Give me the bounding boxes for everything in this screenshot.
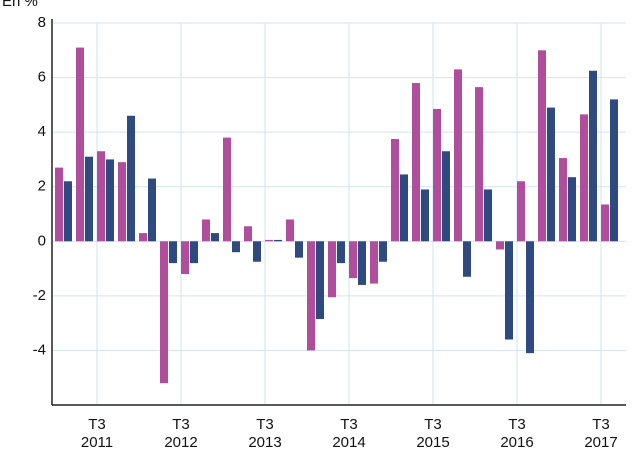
bar xyxy=(454,69,462,242)
y-axis-label: En % xyxy=(2,0,38,10)
bar xyxy=(337,241,345,264)
bar xyxy=(379,241,387,262)
bar xyxy=(580,114,588,242)
y-tick-label: 4 xyxy=(38,123,46,140)
bar xyxy=(358,241,366,285)
bar xyxy=(463,241,471,277)
x-tick-label: T3 2014 xyxy=(332,416,365,451)
bar xyxy=(442,151,450,242)
bar xyxy=(181,241,189,275)
bar xyxy=(475,87,483,242)
bar xyxy=(127,115,135,242)
bar xyxy=(421,189,429,242)
bar xyxy=(505,241,513,340)
bar xyxy=(517,181,525,242)
x-tick-label: T3 2013 xyxy=(248,416,281,451)
bar xyxy=(286,219,294,242)
bar xyxy=(76,47,84,242)
x-tick-label: T3 2017 xyxy=(584,416,617,451)
bar xyxy=(190,241,198,264)
bar xyxy=(118,162,126,242)
bar xyxy=(610,99,618,242)
bar xyxy=(295,241,303,258)
bar xyxy=(412,83,420,242)
y-tick-label: -2 xyxy=(33,287,46,304)
bar xyxy=(64,181,72,242)
bar xyxy=(106,159,114,242)
bar xyxy=(211,233,219,242)
bar xyxy=(274,239,282,242)
bar xyxy=(55,167,63,242)
y-tick-label: 8 xyxy=(38,14,46,31)
bar xyxy=(400,174,408,242)
x-tick-label: T3 2016 xyxy=(500,416,533,451)
bar xyxy=(139,233,147,242)
bar xyxy=(160,241,168,384)
bar xyxy=(559,158,567,242)
bar xyxy=(589,70,597,242)
bar xyxy=(265,239,273,242)
bar xyxy=(496,241,504,250)
y-tick-label: 0 xyxy=(38,232,46,249)
bar xyxy=(568,177,576,242)
x-tick-label: T3 2012 xyxy=(164,416,197,451)
bar xyxy=(85,156,93,242)
bar xyxy=(433,108,441,242)
bar xyxy=(316,241,324,320)
bar xyxy=(232,241,240,253)
bar xyxy=(349,241,357,279)
y-tick-label: 6 xyxy=(38,69,46,86)
y-tick-label: -4 xyxy=(33,341,46,358)
bar xyxy=(547,107,555,242)
bar xyxy=(526,241,534,354)
bar xyxy=(370,241,378,284)
bar xyxy=(601,204,609,242)
bar xyxy=(391,138,399,242)
bar xyxy=(244,226,252,242)
bar xyxy=(202,219,210,242)
bar xyxy=(307,241,315,351)
bar xyxy=(538,50,546,242)
x-tick-label: T3 2015 xyxy=(416,416,449,451)
bar xyxy=(169,241,177,264)
bar xyxy=(148,178,156,242)
bar xyxy=(97,151,105,242)
bar xyxy=(253,241,261,262)
bar xyxy=(328,241,336,298)
bar xyxy=(223,137,231,242)
y-tick-label: 2 xyxy=(38,178,46,195)
x-tick-label: T3 2011 xyxy=(81,416,113,451)
bar xyxy=(484,189,492,242)
